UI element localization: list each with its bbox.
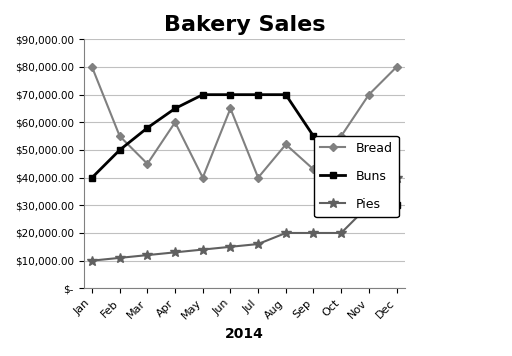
Buns xyxy=(89,176,95,180)
Buns xyxy=(117,148,123,152)
Pies xyxy=(283,231,289,235)
Buns xyxy=(283,93,289,97)
Pies xyxy=(255,242,261,246)
Buns xyxy=(227,93,233,97)
Bread xyxy=(393,65,399,69)
Pies xyxy=(227,245,233,249)
Legend: Bread, Buns, Pies: Bread, Buns, Pies xyxy=(314,136,398,217)
Bread xyxy=(255,176,261,180)
Pies xyxy=(117,256,123,260)
Line: Bread: Bread xyxy=(89,64,400,181)
Bread xyxy=(338,134,344,138)
Line: Pies: Pies xyxy=(87,173,401,266)
Bread xyxy=(144,162,151,166)
Buns xyxy=(172,106,178,111)
Bread xyxy=(283,142,289,147)
Buns xyxy=(338,162,344,166)
Bread xyxy=(117,134,123,138)
Buns xyxy=(366,176,372,180)
Bread xyxy=(310,167,316,172)
Pies xyxy=(310,231,316,235)
Bread xyxy=(89,65,95,69)
Pies xyxy=(393,176,399,180)
Buns xyxy=(144,126,151,130)
Pies xyxy=(144,253,151,257)
Line: Buns: Buns xyxy=(89,91,400,209)
Pies xyxy=(172,250,178,255)
Bread xyxy=(172,120,178,125)
Bread xyxy=(200,176,206,180)
X-axis label: 2014: 2014 xyxy=(225,327,264,341)
Pies xyxy=(89,258,95,263)
Bread xyxy=(366,93,372,97)
Buns xyxy=(393,203,399,208)
Pies xyxy=(366,203,372,208)
Bread xyxy=(227,106,233,111)
Title: Bakery Sales: Bakery Sales xyxy=(163,15,325,35)
Buns xyxy=(310,134,316,138)
Buns xyxy=(255,93,261,97)
Pies xyxy=(200,247,206,252)
Buns xyxy=(200,93,206,97)
Pies xyxy=(338,231,344,235)
